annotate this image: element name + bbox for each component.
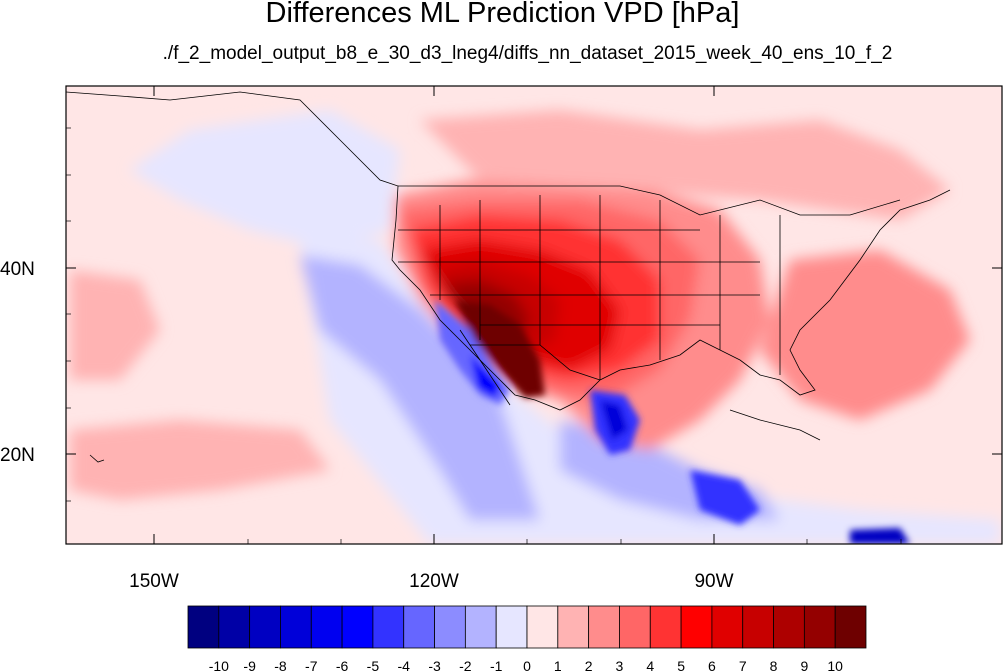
colorbar-swatch xyxy=(773,605,805,649)
colorbar-swatch xyxy=(742,605,774,649)
colorbar-swatch xyxy=(341,605,374,649)
lat-label-20n: 20N xyxy=(0,445,35,466)
colorbar-swatch xyxy=(280,605,312,649)
colorbar-swatch xyxy=(218,605,251,649)
colorbar-label: 7 xyxy=(739,658,747,672)
colorbar-swatch xyxy=(495,605,528,649)
colorbar-label: -6 xyxy=(336,658,349,672)
colorbar-swatch xyxy=(834,605,867,649)
lon-label-120w: 120W xyxy=(409,571,459,592)
colorbar-label: 6 xyxy=(708,658,716,672)
colorbar-swatch xyxy=(711,605,744,649)
colorbar-label: -4 xyxy=(398,658,411,672)
map-frame xyxy=(65,85,1003,545)
colorbar xyxy=(187,605,867,649)
axis-ticks xyxy=(66,86,1002,544)
map-subtitle: ./f_2_model_output_b8_e_30_d3_lneg4/diff… xyxy=(162,43,893,64)
colorbar-labels: -10 -9 -8 -7 -6 -5 -4 -3 -2 -1 0 1 2 3 4 5 6 7 8 9 10 xyxy=(209,658,843,672)
vpd-field xyxy=(66,86,1002,544)
colorbar-label: -3 xyxy=(428,658,441,672)
colorbar-swatch xyxy=(588,605,620,649)
colorbar-label: -5 xyxy=(367,658,380,672)
colorbar-label: -9 xyxy=(243,658,256,672)
colorbar-swatch xyxy=(526,605,559,649)
colorbar-swatch xyxy=(649,605,682,649)
colorbar-swatch xyxy=(803,605,836,649)
colorbar-label: -8 xyxy=(274,658,287,672)
lat-label-40n: 40N xyxy=(0,259,35,280)
colorbar-label: 8 xyxy=(770,658,778,672)
colorbar-label: 3 xyxy=(616,658,624,672)
colorbar-swatch xyxy=(187,605,220,649)
map-title: Differences ML Prediction VPD [hPa] xyxy=(265,0,740,29)
lon-label-90w: 90W xyxy=(694,571,733,592)
colorbar-label: -2 xyxy=(459,658,472,672)
colorbar-swatch xyxy=(680,605,713,649)
colorbar-swatch xyxy=(619,605,651,649)
colorbar-swatch xyxy=(403,605,435,649)
colorbar-label: 9 xyxy=(800,658,808,672)
colorbar-label: -10 xyxy=(209,658,229,672)
colorbar-label: 4 xyxy=(646,658,654,672)
lon-label-150w: 150W xyxy=(129,571,179,592)
colorbar-label: 5 xyxy=(677,658,685,672)
colorbar-swatch xyxy=(434,605,466,649)
colorbar-swatch xyxy=(310,605,343,649)
colorbar-label: 1 xyxy=(554,658,562,672)
colorbar-label: 0 xyxy=(523,658,531,672)
boundaries xyxy=(66,91,951,463)
colorbar-label: 10 xyxy=(827,658,843,672)
colorbar-swatch xyxy=(557,605,590,649)
colorbar-swatch xyxy=(372,605,405,649)
colorbar-label: -1 xyxy=(490,658,503,672)
colorbar-swatch xyxy=(249,605,281,649)
colorbar-label: -7 xyxy=(305,658,318,672)
colorbar-label: 2 xyxy=(585,658,593,672)
colorbar-swatch xyxy=(464,605,497,649)
